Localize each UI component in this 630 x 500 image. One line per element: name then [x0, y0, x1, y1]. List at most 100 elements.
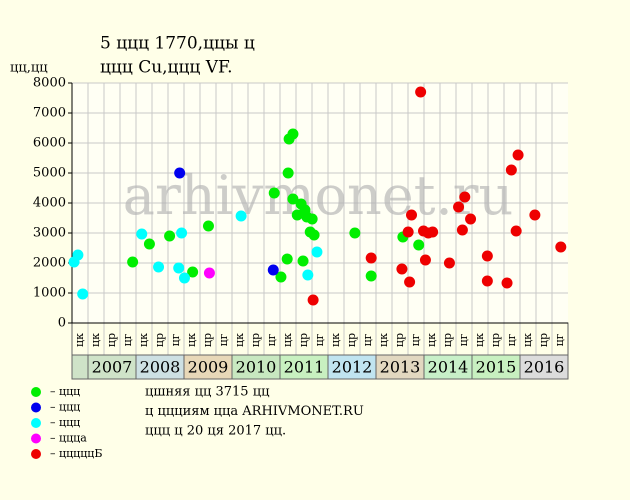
legend-label: – цццццБ — [50, 447, 102, 460]
period-label: 2010 — [236, 358, 277, 377]
point — [406, 209, 418, 221]
point — [306, 213, 318, 225]
column-label: цг — [505, 333, 518, 346]
column-label: цг — [169, 333, 182, 346]
point — [443, 257, 455, 269]
legend-label: – ццца — [50, 432, 87, 445]
point — [173, 262, 185, 274]
column-label: цр — [105, 333, 118, 347]
point — [481, 250, 493, 262]
point — [203, 267, 215, 279]
column-label: цк — [73, 333, 86, 347]
period-label: 2008 — [140, 358, 181, 377]
point — [153, 261, 165, 273]
period-label: 2014 — [428, 358, 469, 377]
column-label: цк — [521, 333, 534, 347]
column-label: цг — [121, 333, 134, 346]
y-axis-label: цц,цц — [10, 61, 48, 76]
note: цшняя цц 3715 цц — [145, 385, 269, 400]
point — [164, 230, 176, 242]
point — [529, 209, 541, 221]
column-label: цг — [553, 333, 566, 346]
column-label: цр — [153, 333, 166, 347]
lead-cell — [71, 354, 89, 380]
point — [501, 277, 513, 289]
point — [349, 227, 361, 239]
point — [308, 229, 320, 241]
legend-label: – ццц — [50, 385, 80, 398]
column-label: цк — [425, 333, 438, 347]
y-tick-label: 1000 — [33, 286, 66, 301]
point — [512, 149, 524, 161]
point — [282, 167, 294, 179]
period-cell — [135, 354, 185, 380]
period-label: 2015 — [476, 358, 517, 377]
period-cell — [279, 354, 329, 380]
column-label: цг — [217, 333, 230, 346]
legend-marker — [31, 387, 41, 397]
column-label: цр — [249, 333, 262, 347]
column-label: цр — [297, 333, 310, 347]
legend-marker — [31, 402, 41, 413]
point — [555, 241, 567, 253]
column-label: цк — [473, 333, 486, 347]
column-label: цр — [441, 333, 454, 347]
point — [413, 239, 425, 251]
period-cell — [375, 354, 425, 380]
y-tick-label: 0 — [58, 316, 66, 331]
point — [311, 246, 323, 258]
column-label: цк — [89, 333, 102, 347]
point — [174, 167, 186, 179]
period-label: 2007 — [92, 358, 133, 377]
column-label: цг — [313, 333, 326, 346]
point — [127, 256, 139, 268]
point — [456, 224, 468, 236]
period-cell — [183, 354, 233, 380]
y-tick-label: 6000 — [33, 136, 66, 151]
period-label: 2009 — [188, 358, 229, 377]
point — [136, 228, 148, 240]
point — [176, 227, 188, 239]
point — [267, 264, 279, 276]
point — [402, 226, 414, 238]
column-label: цр — [489, 333, 502, 347]
point — [178, 272, 190, 284]
column-label: цк — [377, 333, 390, 347]
point — [459, 191, 471, 203]
point — [415, 86, 427, 98]
column-label: цк — [329, 333, 342, 347]
point — [307, 294, 319, 306]
column-label: цг — [409, 333, 422, 346]
point — [187, 266, 199, 278]
point — [302, 269, 314, 281]
y-tick-label: 4000 — [33, 196, 66, 211]
point — [419, 254, 431, 266]
chart-subtitle: ццц Cu,ццц VF. — [100, 58, 233, 78]
column-label: цк — [233, 333, 246, 347]
column-label: цк — [185, 333, 198, 347]
point — [365, 270, 377, 282]
point — [396, 263, 408, 275]
column-label: цк — [137, 333, 150, 347]
column-label: цг — [265, 333, 278, 346]
note: ц ццциям цца ARHIVMONET.RU — [145, 404, 364, 419]
point — [365, 252, 377, 264]
point — [287, 128, 299, 140]
point — [143, 238, 155, 250]
y-tick-label: 8000 — [33, 76, 66, 91]
point — [427, 226, 439, 238]
period-cell — [327, 354, 377, 380]
column-label: цг — [457, 333, 470, 346]
legend-label: – ццц — [50, 416, 80, 429]
column-label: цр — [201, 333, 214, 347]
y-tick-label: 2000 — [33, 256, 66, 271]
column-label: цк — [281, 333, 294, 347]
point — [275, 271, 287, 283]
y-tick-label: 3000 — [33, 226, 66, 241]
column-label: цр — [537, 333, 550, 347]
point — [287, 193, 299, 205]
legend-marker — [31, 433, 41, 444]
period-label: 2012 — [332, 358, 373, 377]
legend-marker — [31, 418, 41, 428]
column-label: цр — [345, 333, 358, 347]
